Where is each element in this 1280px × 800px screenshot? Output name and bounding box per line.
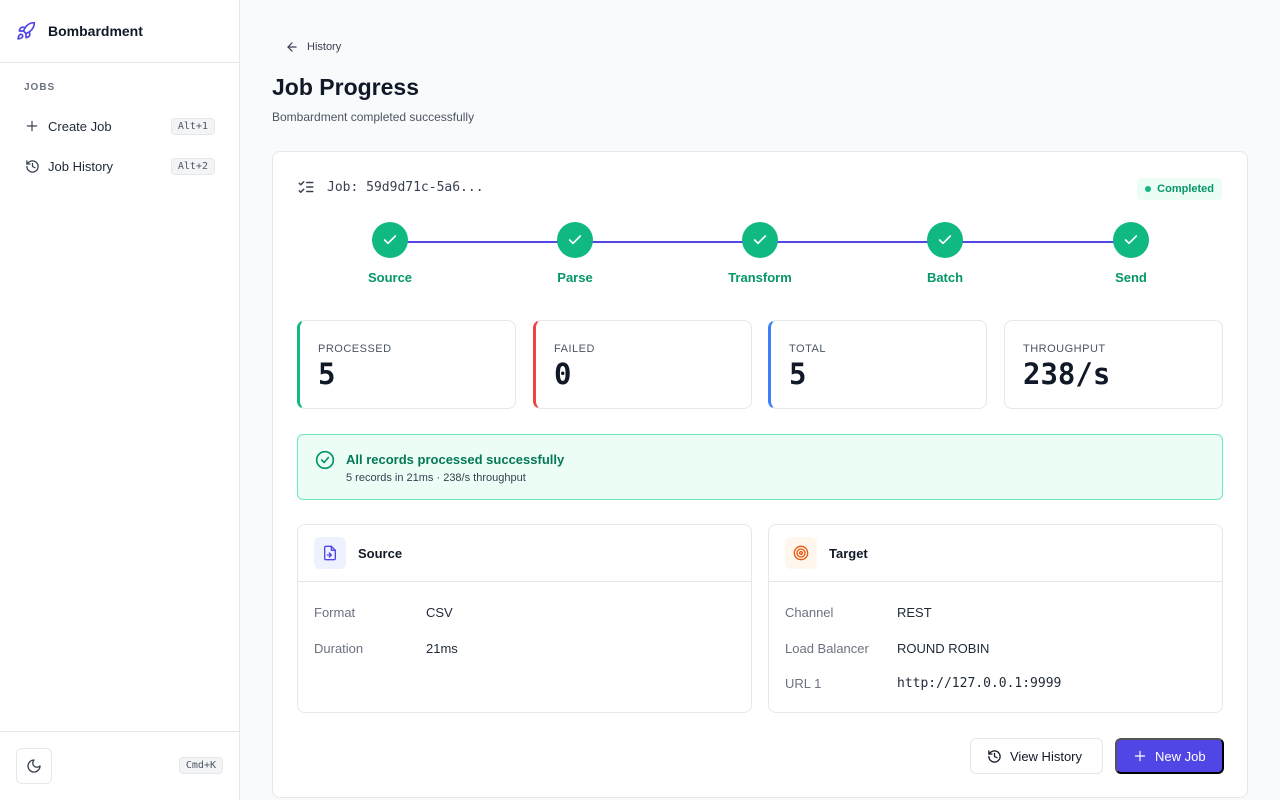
stat-value: 5 (318, 357, 336, 391)
stat-failed: FAILED 0 (533, 320, 752, 409)
job-header: Job: 59d9d71c-5a6... (297, 178, 484, 196)
source-row-format: Format CSV (314, 605, 453, 620)
history-icon (987, 749, 1010, 764)
alert-description: 5 records in 21ms · 238/s throughput (346, 472, 526, 484)
circle-check-icon (315, 450, 335, 470)
stat-value: 238/s (1023, 357, 1111, 391)
shortcut-badge: Alt+2 (170, 157, 215, 175)
step-batch: Batch (895, 222, 995, 285)
check-icon (1113, 222, 1149, 258)
arrow-left-icon (285, 40, 307, 54)
step-source: Source (340, 222, 440, 285)
stat-processed: PROCESSED 5 (297, 320, 516, 409)
plus-icon (24, 118, 40, 134)
stat-value: 0 (554, 357, 572, 391)
stat-throughput: THROUGHPUT 238/s (1004, 320, 1223, 409)
button-label: New Job (1155, 748, 1206, 764)
view-history-button[interactable]: View History (970, 738, 1103, 774)
sidebar-footer: Cmd+K (0, 731, 239, 800)
stat-value: 5 (789, 357, 807, 391)
status-text: Completed (1157, 183, 1214, 195)
stat-label: FAILED (554, 343, 595, 355)
button-label: View History (1010, 748, 1083, 764)
row-key: Format (314, 605, 356, 620)
source-panel: Source Format CSV Duration 21ms (297, 524, 752, 713)
panel-title: Target (829, 545, 868, 561)
step-label: Parse (557, 270, 593, 285)
back-to-history-link[interactable]: History (285, 40, 341, 54)
row-key: URL 1 (785, 676, 822, 691)
moon-icon (26, 758, 42, 774)
brand[interactable]: Bombardment (0, 0, 239, 63)
page-title: Job Progress (272, 74, 419, 100)
status-dot (1145, 186, 1152, 192)
history-icon (24, 158, 40, 174)
row-key: Load Balancer (785, 641, 869, 656)
row-value: 21ms (426, 641, 458, 656)
file-input-icon (314, 537, 346, 569)
row-value: CSV (426, 605, 453, 620)
target-row-load-balancer: Load Balancer ROUND ROBIN (785, 641, 989, 656)
check-icon (557, 222, 593, 258)
job-id-label: Job: 59d9d71c-5a6... (327, 179, 484, 195)
source-row-duration: Duration 21ms (314, 641, 458, 656)
target-panel: Target Channel REST Load Balancer ROUND … (768, 524, 1223, 713)
target-row-url: URL 1 http://127.0.0.1:9999 (785, 676, 1061, 691)
step-label: Batch (926, 270, 964, 285)
sidebar-item-job-history[interactable]: Job History Alt+2 (16, 150, 223, 182)
check-icon (742, 222, 778, 258)
step-transform: Transform (710, 222, 810, 285)
job-progress-card: Job: 59d9d71c-5a6... Completed Source Pa… (272, 151, 1248, 798)
sidebar-item-label: Create Job (48, 118, 112, 134)
target-row-channel: Channel REST (785, 605, 932, 620)
success-alert: All records processed successfully 5 rec… (297, 434, 1223, 500)
step-label: Transform (728, 270, 792, 285)
row-value: REST (897, 605, 932, 620)
pipeline-stepper: Source Parse Transform Batch Send (273, 222, 1249, 292)
back-link-label: History (307, 41, 342, 53)
stat-label: PROCESSED (318, 343, 392, 355)
row-key: Channel (785, 605, 834, 620)
section-label-jobs: JOBS (24, 82, 56, 93)
plus-icon (1133, 749, 1155, 763)
panel-header: Target (769, 525, 1222, 582)
sidebar-item-label: Job History (48, 158, 114, 174)
shortcut-badge: Alt+1 (170, 117, 215, 135)
row-value: ROUND ROBIN (897, 641, 990, 656)
row-key: Duration (314, 641, 364, 656)
target-icon (785, 537, 817, 569)
theme-toggle-button[interactable] (16, 748, 52, 784)
page-subtitle: Bombardment completed successfully (272, 110, 475, 124)
row-value[interactable]: http://127.0.0.1:9999 (897, 676, 1062, 691)
status-badge: Completed (1137, 178, 1222, 200)
panel-title: Source (358, 545, 403, 561)
step-send: Send (1081, 222, 1181, 285)
command-shortcut-badge: Cmd+K (178, 757, 223, 774)
alert-title: All records processed successfully (346, 452, 565, 467)
step-parse: Parse (525, 222, 625, 285)
list-checks-icon (297, 178, 315, 196)
rocket-icon (16, 21, 36, 41)
sidebar: Bombardment JOBS Create Job Alt+1 Job Hi… (0, 0, 240, 800)
brand-title: Bombardment (48, 23, 143, 39)
stat-label: THROUGHPUT (1023, 343, 1106, 355)
stat-label: TOTAL (789, 343, 826, 355)
step-label: Send (1115, 270, 1147, 285)
check-icon (927, 222, 963, 258)
panel-header: Source (298, 525, 751, 582)
check-icon (372, 222, 408, 258)
sidebar-item-create-job[interactable]: Create Job Alt+1 (16, 110, 223, 142)
step-label: Source (367, 270, 413, 285)
stat-total: TOTAL 5 (768, 320, 987, 409)
new-job-button[interactable]: New Job (1115, 738, 1224, 774)
